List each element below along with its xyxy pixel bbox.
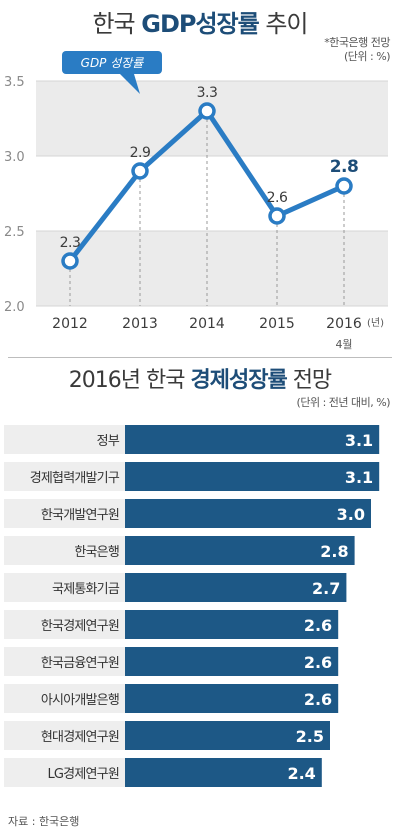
bar-label-bg [4,573,125,602]
series-legend-callout: GDP 성장률 [62,51,162,94]
bar [125,425,380,454]
line-chart-unit: (단위 : %) [344,50,390,63]
x-tick-label: 2013 [122,316,158,332]
bar [125,536,355,565]
bar-label-bg [4,647,125,676]
x-tick-label: 2012 [52,316,88,332]
bar-value-label: 3.1 [345,468,373,487]
bar-label-bg [4,684,125,713]
bar-label-bg [4,721,125,750]
data-point [198,102,216,120]
bar-label-bg [4,610,125,639]
bar-value-label: 3.1 [345,431,373,450]
bar-category-label: 한국개발연구원 [41,508,119,523]
x-tick-label: 2015 [259,316,295,332]
bar-value-label: 3.0 [337,505,365,524]
y-tick-label: 3.5 [4,75,25,90]
bar-chart-unit: (단위 : 전년 대비, %) [296,396,391,409]
legend-box [62,51,162,74]
bar-value-label: 2.4 [287,764,315,783]
bar [125,499,371,528]
bar-value-label: 2.6 [304,690,332,709]
bar-label-bg [4,462,125,491]
bar-category-label: 한국금융연구원 [41,656,119,671]
bar-category-label: 한국은행 [74,544,119,560]
bar-value-label: 2.6 [304,616,332,635]
source-note: 자료 : 한국은행 [8,815,80,828]
legend-pointer [120,74,140,94]
bar [125,610,339,639]
gdp-line-chart: 2.0 2.5 3.0 3.5 2.3 2.9 3.3 2.6 2.8 2012 2013 2014 2… [4,51,388,351]
bar-value-label: 2.8 [320,542,348,561]
bar-label-bg [4,425,125,454]
bar-label-bg [4,758,125,787]
value-label: 2.3 [60,235,81,251]
bar-category-label: 현대경제연구원 [41,730,119,745]
forecast-note: *한국은행 전망 [324,36,390,49]
data-point [268,207,286,225]
bar-chart-title: 2016년 한국 경제성장률 전망 [68,368,332,393]
data-point [335,177,353,195]
bar-label-bg [4,536,125,565]
y-tick-label: 2.0 [4,300,25,315]
value-label: 3.3 [197,85,218,101]
x-axis-unit: (년) [367,317,384,329]
data-point [61,252,79,270]
band-lower [36,231,388,306]
value-label: 2.9 [130,145,151,161]
bar-category-label: 아시아개발은행 [41,692,119,708]
x-tick-label: 2016 [326,316,362,332]
x-tick-sublabel: 4월 [335,338,352,351]
value-label: 2.8 [330,157,359,177]
bar-value-label: 2.6 [304,653,332,672]
data-point [131,162,149,180]
section-divider [8,357,392,358]
bar-value-label: 2.5 [296,727,324,746]
bar [125,573,347,602]
value-label: 2.6 [267,190,288,206]
bar-category-label: 정부 [97,434,120,449]
bar [125,721,330,750]
bar-category-label: 국제통화기금 [52,582,120,597]
bar-label-bg [4,499,125,528]
line-chart-note: *한국은행 전망 (단위 : %) [324,36,390,64]
bar [125,758,322,787]
y-tick-label: 2.5 [4,225,25,240]
bar-category-label: 경제협력개발기구 [30,471,120,486]
line-chart-title: 한국 GDP성장률 추이 [92,10,308,38]
bar [125,647,339,676]
legend-label: GDP 성장률 [81,56,145,70]
bar-value-label: 2.7 [312,579,340,598]
y-tick-label: 3.0 [4,150,25,165]
bar-category-label: 한국경제연구원 [41,619,119,634]
bar-category-label: LG경제연구원 [47,767,119,782]
x-tick-label: 2014 [189,316,225,332]
bar [125,684,339,713]
bar [125,462,380,491]
